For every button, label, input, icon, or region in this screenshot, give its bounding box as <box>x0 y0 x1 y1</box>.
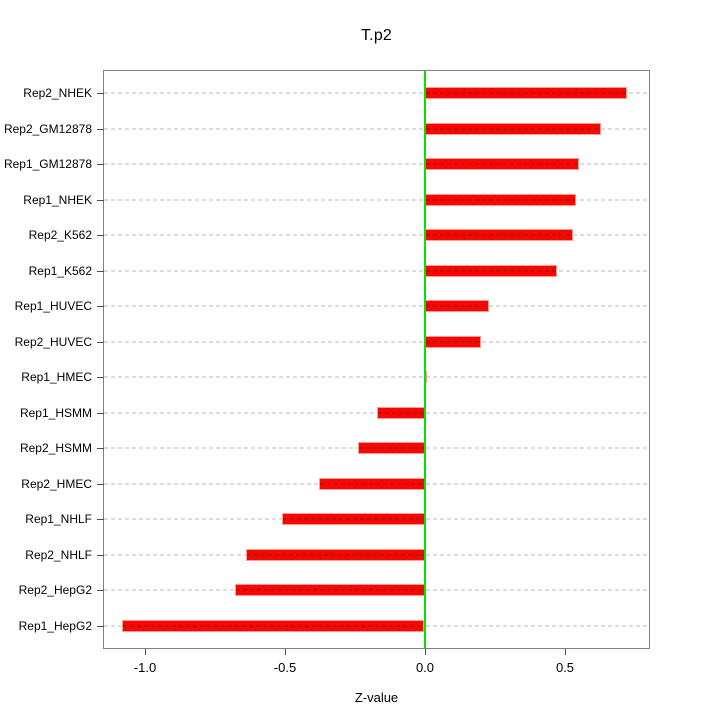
gridline <box>104 163 649 165</box>
y-tick <box>97 93 105 94</box>
y-tick <box>97 519 105 520</box>
y-axis-label: Rep2_HepG2 <box>18 583 92 597</box>
y-axis-label: Rep2_HUVEC <box>14 335 92 349</box>
bar <box>425 300 489 312</box>
gridline <box>104 234 649 236</box>
gridline <box>104 199 649 201</box>
bar <box>319 478 425 490</box>
bar-dash-overlay <box>426 305 488 307</box>
bar <box>425 87 627 99</box>
y-tick <box>97 342 105 343</box>
y-tick <box>97 306 105 307</box>
gridline <box>104 270 649 272</box>
bar <box>425 229 573 241</box>
y-tick <box>97 448 105 449</box>
gridline <box>104 305 649 307</box>
y-tick <box>97 271 105 272</box>
y-axis-label: Rep2_HMEC <box>21 477 92 491</box>
y-axis-label: Rep1_NHLF <box>25 512 92 526</box>
plot-area <box>103 70 650 649</box>
y-axis-label: Rep1_K562 <box>28 264 92 278</box>
x-tick-label: -1.0 <box>133 660 157 675</box>
y-axis-label: Rep1_NHEK <box>23 193 92 207</box>
bar <box>425 336 481 348</box>
y-axis-label: Rep1_GM12878 <box>3 157 92 171</box>
y-axis-label: Rep2_NHLF <box>25 548 92 562</box>
zero-line <box>424 71 426 648</box>
y-axis-label: Rep2_K562 <box>28 228 92 242</box>
y-tick <box>97 235 105 236</box>
chart-title: T.p2 <box>360 27 393 44</box>
bar <box>282 513 425 525</box>
bar <box>425 123 601 135</box>
y-axis-label: Rep1_HepG2 <box>18 619 92 633</box>
x-tick-label: 0.5 <box>555 660 575 675</box>
bar-dash-overlay <box>378 412 424 414</box>
y-tick <box>97 129 105 130</box>
bar-dash-overlay <box>236 589 424 591</box>
y-tick <box>97 626 105 627</box>
bar-dash-overlay <box>426 199 575 201</box>
y-axis-label: Rep1_HMEC <box>21 370 92 384</box>
y-tick <box>97 164 105 165</box>
bar-dash-overlay <box>320 483 424 485</box>
y-axis-label: Rep2_HSMM <box>19 441 92 455</box>
bar <box>122 620 424 632</box>
y-tick <box>97 377 105 378</box>
bar-dash-overlay <box>283 518 424 520</box>
y-axis-label: Rep2_GM12878 <box>3 122 92 136</box>
bar-dash-overlay <box>426 163 578 165</box>
gridline <box>104 92 649 94</box>
y-tick <box>97 484 105 485</box>
x-axis-title: Z-value <box>354 690 399 705</box>
bar-dash-overlay <box>426 234 572 236</box>
x-tick-label: -0.5 <box>273 660 297 675</box>
bar <box>358 442 425 454</box>
x-tick <box>565 649 566 655</box>
x-tick <box>425 649 426 655</box>
bar <box>425 265 557 277</box>
bar-dash-overlay <box>359 447 424 449</box>
bar-dash-overlay <box>426 92 626 94</box>
x-tick <box>145 649 146 655</box>
y-axis-label: Rep2_NHEK <box>23 86 92 100</box>
y-axis-label: Rep1_HUVEC <box>14 299 92 313</box>
x-tick-label: 0.0 <box>415 660 435 675</box>
y-tick <box>97 200 105 201</box>
y-tick <box>97 590 105 591</box>
bar <box>235 584 425 596</box>
gridline <box>104 376 649 378</box>
bar <box>425 158 579 170</box>
bar-dash-overlay <box>123 625 423 627</box>
bar-dash-overlay <box>426 341 480 343</box>
y-tick <box>97 413 105 414</box>
bar-dash-overlay <box>247 554 424 556</box>
bar-dash-overlay <box>426 128 600 130</box>
y-axis-label: Rep1_HSMM <box>19 406 92 420</box>
bar-dash-overlay <box>426 270 556 272</box>
gridline <box>104 341 649 343</box>
bar <box>246 549 425 561</box>
bar <box>377 407 425 419</box>
gridline <box>104 412 649 414</box>
x-tick <box>285 649 286 655</box>
bar <box>425 194 576 206</box>
gridline <box>104 128 649 130</box>
y-tick <box>97 555 105 556</box>
